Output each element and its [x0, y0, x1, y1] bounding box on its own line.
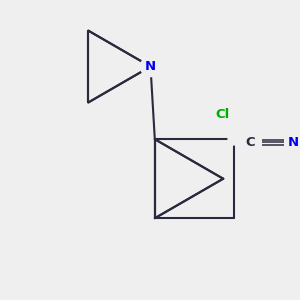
Circle shape: [140, 56, 160, 76]
Text: Cl: Cl: [215, 108, 230, 121]
Circle shape: [228, 134, 240, 145]
Text: N: N: [145, 60, 156, 73]
Text: C: C: [245, 136, 255, 148]
Text: N: N: [288, 136, 299, 148]
